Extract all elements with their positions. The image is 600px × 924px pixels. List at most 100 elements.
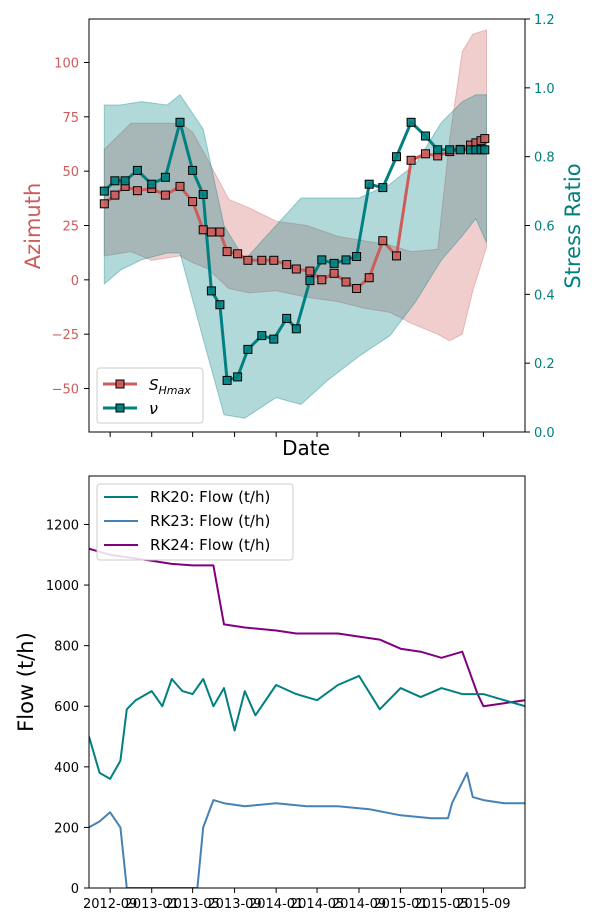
shmax-point [110,190,120,200]
shmax-point [480,134,490,144]
top-y-tick-label: −50 [52,383,79,398]
shmax-point [352,284,362,293]
nu-point [392,152,401,162]
rk20-line [89,674,525,780]
bottom-x-tick-label: 2013-01 [125,897,179,912]
top-y2-tick-label: 0.4 [534,288,555,303]
shmax-point [291,264,301,274]
bottom-plot-frame [88,475,526,889]
rk23-line [89,771,525,888]
shmax-point [243,255,253,265]
nu-point [282,313,292,323]
nu-point [99,186,109,196]
legend-rk24-label: RK24: Flow (t/h) [150,536,270,554]
top-x-axis-label: Date [282,436,330,460]
top-y-tick-label: 100 [54,56,79,71]
nu-point [243,344,253,354]
bottom-legend: RK20: Flow (t/h) RK23: Flow (t/h) RK24: … [96,483,294,561]
nu-point [198,190,208,199]
bottom-y-tick-label: 0 [71,882,79,897]
shmax-point [317,275,327,285]
nu-point [222,375,232,385]
nu-point [406,117,416,127]
nu-band [103,93,487,419]
nu-point [132,165,142,175]
nu-point [215,300,225,310]
top-y2-tick-label: 1.2 [534,13,555,28]
shmax-point [421,149,430,159]
shmax-point [215,227,225,237]
top-y-tick-label: 50 [62,165,79,180]
shmax-point [99,199,109,209]
shmax-point [364,273,374,283]
bottom-x-tick-label: 2015-09 [456,897,510,912]
nu-point [120,176,130,186]
shmax-point [269,255,279,265]
legend-rk20-label: RK20: Flow (t/h) [150,488,270,506]
top-y-tick-label: 75 [62,111,79,126]
bottom-x-tick-label: 2014-09 [332,897,386,912]
azimuth-stress-ratio-chart: −50 −25 0 25 50 75 100 0.0 0.2 0.4 0.6 0.8 1.0 1.2 A… [21,13,585,460]
nu-point [110,176,120,186]
shmax-point [257,255,267,265]
nu-point [257,331,267,341]
nu-point [147,179,157,189]
legend-nu-label: ν [149,399,158,418]
shmax-point [406,155,416,165]
bottom-y-axis-label: Flow (t/h) [14,632,38,732]
bottom-y-tick-label: 800 [54,640,79,655]
legend-shmax-label: SHmax [149,376,191,397]
top-y-tick-label: 0 [71,274,79,289]
nu-point [305,276,315,286]
shmax-point [378,236,388,246]
shmax-band [103,29,487,342]
shmax-point [160,190,170,200]
bottom-y-tick-label: 400 [54,761,79,776]
nu-point [317,255,327,265]
top-legend: SHmax ν [96,367,204,424]
top-y2-tick-label: 1.0 [534,82,555,97]
top-y2-tick-label: 0.0 [534,426,555,441]
bottom-x-tick-label: 2015-01 [373,897,427,912]
top-y2-tick-label: 0.2 [534,357,555,372]
top-y-axis-label: Azimuth [21,183,45,270]
bottom-x-tick-label: 2013-05 [165,897,219,912]
bottom-x-tick-label: 2014-01 [249,897,303,912]
nu-point [378,183,388,193]
shmax-point [341,277,351,287]
nu-point [421,131,430,141]
legend-rk23-label: RK23: Flow (t/h) [150,512,270,530]
top-y2-tick-label: 0.6 [534,220,555,235]
top-y-tick-label: −25 [52,328,79,343]
top-y2-tick-label: 0.8 [534,151,555,166]
shmax-point [132,186,142,196]
bottom-x-tick-label: 2012-09 [83,897,137,912]
nu-point [160,172,170,182]
nu-point [433,145,443,155]
nu-point [341,255,351,265]
nu-point [445,145,455,155]
shmax-point [222,247,232,257]
bottom-x-tick-label: 2013-09 [207,897,261,912]
bottom-y-tick-label: 200 [54,821,79,836]
nu-point [480,145,490,155]
nu-point [233,372,243,382]
nu-point [329,258,339,268]
nu-point [175,117,185,127]
bottom-y-tick-label: 1200 [46,518,79,533]
bottom-y-tick-label: 600 [54,700,79,715]
shmax-point [392,251,401,261]
nu-point [269,334,279,344]
shmax-point [282,260,292,270]
bottom-legend-box [96,483,294,561]
nu-point [352,252,362,261]
bottom-x-tick-label: 2015-05 [414,897,468,912]
rk24-line [89,547,525,708]
bottom-x-tick-label: 2014-05 [290,897,344,912]
nu-point [291,324,301,334]
nu-point [364,179,374,189]
shmax-point [198,225,208,235]
shmax-point [329,268,339,278]
